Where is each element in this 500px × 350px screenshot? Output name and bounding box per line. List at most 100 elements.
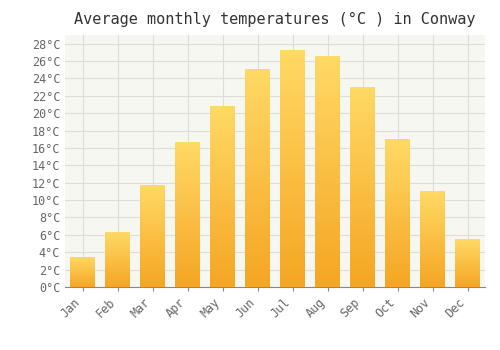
Bar (420, 251, 445, 253)
Bar (420, 253, 445, 254)
Bar (316, 111, 340, 116)
Bar (176, 159, 200, 162)
Bar (105, 280, 130, 281)
Bar (105, 260, 130, 261)
Bar (176, 191, 200, 194)
Bar (316, 74, 340, 79)
Bar (245, 213, 270, 217)
Bar (105, 237, 130, 238)
Bar (350, 255, 375, 259)
Bar (385, 216, 410, 219)
Bar (176, 232, 200, 235)
Bar (280, 55, 305, 59)
Bar (316, 158, 340, 162)
Bar (350, 127, 375, 131)
Bar (140, 281, 165, 283)
Bar (245, 130, 270, 134)
Bar (105, 281, 130, 282)
Bar (385, 169, 410, 172)
Bar (280, 220, 305, 225)
Bar (140, 238, 165, 240)
Bar (210, 273, 235, 276)
Bar (70, 281, 95, 282)
Bar (245, 204, 270, 209)
Bar (280, 202, 305, 206)
Bar (176, 273, 200, 275)
Bar (420, 209, 445, 211)
Bar (210, 269, 235, 273)
Bar (350, 107, 375, 111)
Bar (176, 238, 200, 240)
Bar (105, 271, 130, 272)
Bar (105, 252, 130, 253)
Bar (420, 272, 445, 274)
Bar (140, 283, 165, 285)
Bar (140, 271, 165, 273)
Bar (420, 197, 445, 199)
Bar (140, 224, 165, 226)
Bar (245, 126, 270, 130)
Bar (350, 151, 375, 155)
Bar (105, 245, 130, 246)
Bar (140, 232, 165, 234)
Bar (245, 243, 270, 248)
Bar (316, 134, 340, 139)
Bar (455, 258, 480, 259)
Bar (316, 97, 340, 102)
Bar (245, 174, 270, 178)
Bar (210, 222, 235, 225)
Bar (280, 254, 305, 259)
Bar (176, 264, 200, 267)
Bar (420, 199, 445, 201)
Bar (105, 242, 130, 243)
Bar (70, 263, 95, 264)
Bar (176, 162, 200, 165)
Bar (176, 211, 200, 215)
Bar (210, 276, 235, 280)
Bar (316, 199, 340, 204)
Bar (385, 160, 410, 163)
Bar (455, 254, 480, 256)
Bar (245, 121, 270, 126)
Bar (455, 263, 480, 264)
Bar (140, 189, 165, 191)
Bar (245, 134, 270, 139)
Bar (140, 259, 165, 260)
Title: Average monthly temperatures (°C ) in Conway: Average monthly temperatures (°C ) in Co… (74, 12, 476, 27)
Bar (385, 163, 410, 166)
Bar (105, 265, 130, 266)
Bar (385, 213, 410, 216)
Bar (316, 185, 340, 190)
Bar (176, 223, 200, 226)
Bar (280, 78, 305, 83)
Bar (385, 204, 410, 207)
Bar (176, 275, 200, 278)
Bar (245, 169, 270, 174)
Bar (385, 178, 410, 181)
Bar (245, 78, 270, 82)
Bar (210, 182, 235, 186)
Bar (455, 244, 480, 245)
Bar (245, 95, 270, 99)
Bar (350, 187, 375, 191)
Bar (105, 284, 130, 285)
Bar (385, 151, 410, 154)
Bar (420, 262, 445, 264)
Bar (316, 213, 340, 218)
Bar (420, 245, 445, 247)
Bar (176, 249, 200, 252)
Bar (210, 164, 235, 168)
Bar (350, 87, 375, 287)
Bar (210, 150, 235, 153)
Bar (210, 236, 235, 240)
Bar (385, 172, 410, 175)
Bar (280, 64, 305, 69)
Bar (455, 253, 480, 254)
Bar (280, 173, 305, 178)
Bar (210, 186, 235, 189)
Bar (385, 145, 410, 148)
Bar (350, 167, 375, 171)
Bar (316, 227, 340, 232)
Bar (455, 280, 480, 281)
Bar (316, 153, 340, 158)
